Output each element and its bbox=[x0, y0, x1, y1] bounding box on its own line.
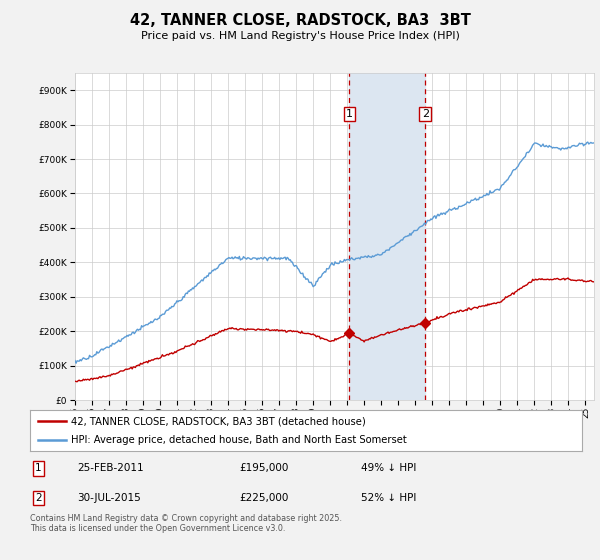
Text: HPI: Average price, detached house, Bath and North East Somerset: HPI: Average price, detached house, Bath… bbox=[71, 435, 407, 445]
Text: £225,000: £225,000 bbox=[240, 493, 289, 503]
Bar bbox=[349, 73, 425, 400]
Text: 42, TANNER CLOSE, RADSTOCK, BA3  3BT: 42, TANNER CLOSE, RADSTOCK, BA3 3BT bbox=[130, 13, 470, 29]
Text: 2: 2 bbox=[422, 109, 429, 119]
Text: 49% ↓ HPI: 49% ↓ HPI bbox=[361, 464, 416, 473]
Text: 2: 2 bbox=[35, 493, 41, 503]
Text: 52% ↓ HPI: 52% ↓ HPI bbox=[361, 493, 416, 503]
Text: £195,000: £195,000 bbox=[240, 464, 289, 473]
Text: 30-JUL-2015: 30-JUL-2015 bbox=[77, 493, 140, 503]
Text: 25-FEB-2011: 25-FEB-2011 bbox=[77, 464, 143, 473]
Text: 42, TANNER CLOSE, RADSTOCK, BA3 3BT (detached house): 42, TANNER CLOSE, RADSTOCK, BA3 3BT (det… bbox=[71, 417, 366, 426]
Text: Price paid vs. HM Land Registry's House Price Index (HPI): Price paid vs. HM Land Registry's House … bbox=[140, 31, 460, 41]
Text: Contains HM Land Registry data © Crown copyright and database right 2025.
This d: Contains HM Land Registry data © Crown c… bbox=[30, 514, 342, 534]
Text: 1: 1 bbox=[346, 109, 353, 119]
Text: 1: 1 bbox=[35, 464, 41, 473]
